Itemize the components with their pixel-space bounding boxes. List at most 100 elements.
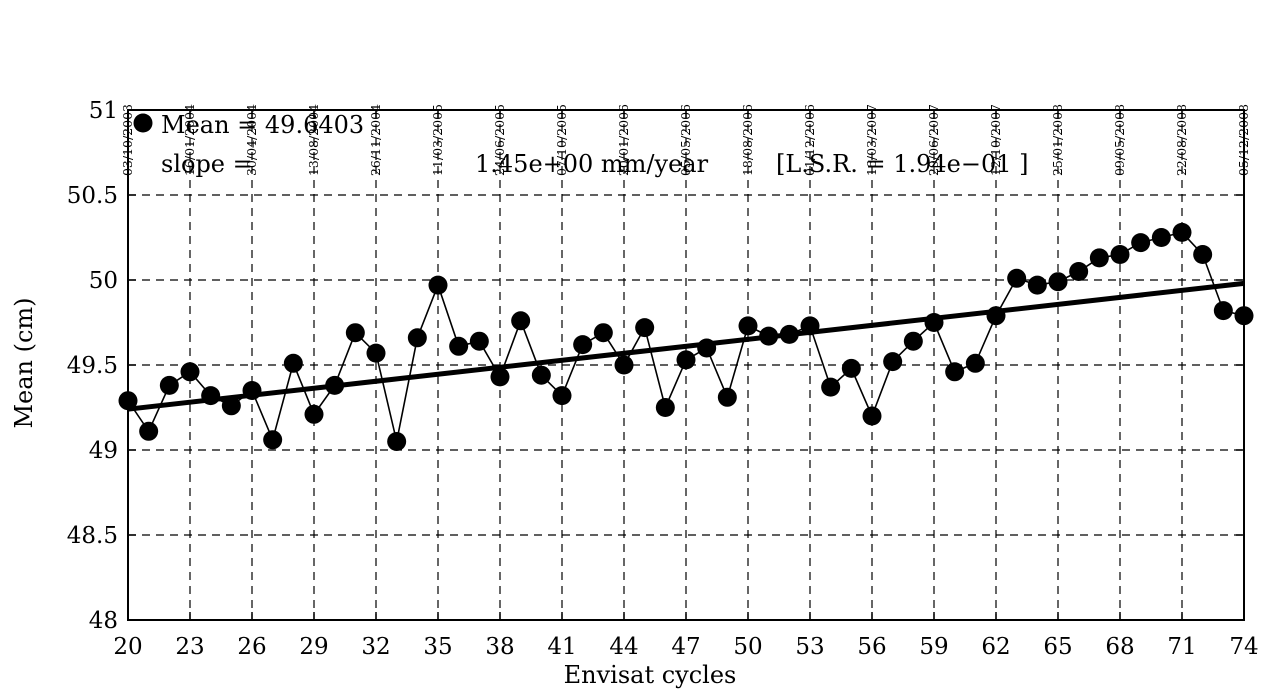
x-tick-label: 65 — [1043, 634, 1072, 660]
x-tick-label: 71 — [1167, 634, 1196, 660]
data-point — [283, 353, 303, 373]
data-point — [1131, 233, 1151, 253]
data-point — [407, 328, 427, 348]
y-tick-label: 49 — [89, 438, 118, 464]
data-point — [862, 406, 882, 426]
data-point — [1048, 272, 1068, 292]
data-point — [676, 350, 696, 370]
data-point — [841, 358, 861, 378]
top-date-label: 05/05/2006 — [678, 104, 693, 176]
top-date-label: 22/08/2008 — [1174, 104, 1189, 176]
data-point — [924, 313, 944, 332]
y-tick-label: 48.5 — [67, 523, 118, 549]
data-point — [201, 386, 221, 406]
y-axis-ticks: 48 48.5 49 49.5 50 50.5 51 — [67, 98, 1244, 634]
data-point — [821, 377, 841, 397]
top-date-label: 12/10/2007 — [988, 104, 1003, 176]
data-point — [759, 326, 779, 346]
x-tick-label: 47 — [671, 634, 700, 660]
data-point — [428, 275, 448, 295]
x-tick-label: 53 — [795, 634, 824, 660]
data-point — [221, 396, 241, 416]
data-point — [1027, 275, 1047, 295]
trend-line-segment — [127, 280, 1245, 412]
top-date-axis: 03/10/2003 16/01/2004 30/04/2004 13/08/2004… — [120, 104, 1251, 176]
top-date-label: 01/12/2006 — [802, 104, 817, 176]
top-date-label: 16/01/2004 — [182, 104, 197, 176]
data-point — [593, 323, 613, 343]
data-point — [1007, 268, 1027, 288]
data-point — [655, 398, 675, 417]
top-date-label: 26/11/2004 — [368, 104, 383, 176]
x-tick-label: 44 — [609, 634, 638, 660]
data-point — [779, 324, 799, 344]
x-tick-label: 74 — [1229, 634, 1258, 660]
x-tick-label: 26 — [237, 634, 266, 660]
x-axis-label: Envisat cycles — [564, 661, 737, 689]
data-point — [1193, 245, 1213, 264]
x-tick-label: 41 — [547, 634, 576, 660]
legend-mean-label: Mean = 49.6403 — [161, 111, 364, 139]
data-point — [1089, 248, 1109, 268]
trend-line — [127, 280, 1245, 412]
y-tick-label: 50 — [89, 268, 118, 294]
top-date-label: 03/10/2003 — [120, 104, 135, 176]
top-date-label: 30/04/2004 — [244, 104, 259, 176]
top-date-label: 11/03/2005 — [430, 104, 445, 176]
x-axis-ticks: 20 23 26 29 32 35 38 41 44 47 50 53 56 59 62 65 68 71 74 — [113, 110, 1259, 660]
top-date-label: 18/08/2006 — [740, 104, 755, 176]
data-point — [511, 311, 531, 331]
data-point — [242, 381, 262, 400]
data-point — [883, 352, 903, 372]
x-tick-label: 38 — [485, 634, 514, 660]
top-date-label: 13/08/2004 — [306, 104, 321, 176]
top-date-label: 24/06/2005 — [492, 104, 507, 176]
x-tick-label: 62 — [981, 634, 1010, 660]
data-point — [717, 387, 737, 407]
data-point — [345, 323, 365, 343]
y-tick-label: 50.5 — [67, 183, 118, 209]
data-point — [366, 343, 386, 363]
data-point — [304, 404, 324, 424]
data-point — [573, 335, 593, 355]
data-point — [945, 362, 965, 382]
data-point — [159, 375, 179, 395]
grid-lines — [128, 110, 1244, 620]
x-tick-label: 56 — [857, 634, 886, 660]
top-date-label: 29/06/2007 — [926, 104, 941, 176]
data-point — [1110, 245, 1130, 264]
x-tick-label: 23 — [175, 634, 204, 660]
data-point — [552, 386, 572, 406]
data-point — [965, 353, 985, 373]
top-date-label: 25/01/2008 — [1050, 104, 1065, 176]
top-date-label: 20/01/2006 — [616, 104, 631, 176]
data-point — [325, 375, 345, 395]
data-point — [635, 318, 655, 338]
data-point — [1172, 222, 1192, 242]
legend-marker — [133, 113, 153, 133]
data-point — [1151, 228, 1171, 247]
y-tick-label: 48 — [89, 608, 118, 634]
data-point — [1069, 262, 1089, 281]
x-tick-label: 59 — [919, 634, 948, 660]
data-point — [469, 331, 489, 351]
data-point — [738, 316, 758, 336]
top-date-label: 07/10/2005 — [554, 104, 569, 176]
data-point — [139, 421, 159, 441]
data-point — [1213, 301, 1233, 321]
x-tick-label: 32 — [361, 634, 390, 660]
data-point — [449, 336, 469, 356]
slope-value: 1.45e+00 mm/year — [475, 150, 709, 178]
y-axis-label: Mean (cm) — [10, 297, 38, 428]
x-tick-label: 29 — [299, 634, 328, 660]
data-point — [387, 432, 407, 451]
top-date-label: 16/03/2007 — [864, 104, 879, 176]
x-tick-label: 68 — [1105, 634, 1134, 660]
data-point — [180, 362, 200, 382]
data-point — [531, 365, 551, 385]
x-tick-label: 20 — [113, 634, 142, 660]
data-series — [118, 222, 1254, 451]
slope-label: slope = — [161, 150, 253, 178]
top-date-label: 09/05/2008 — [1112, 104, 1127, 176]
